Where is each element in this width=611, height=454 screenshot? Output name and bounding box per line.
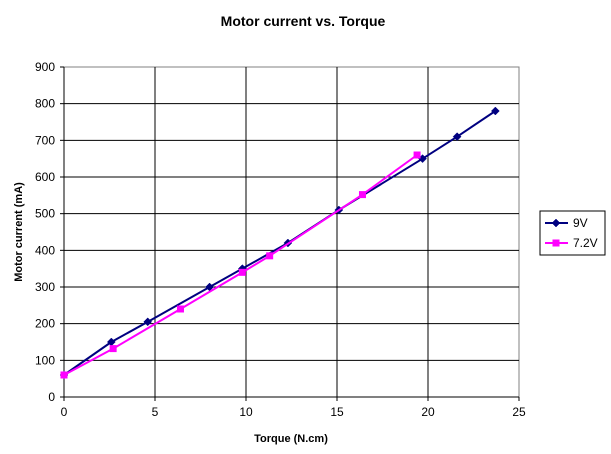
legend: 9V 7.2V xyxy=(539,210,606,256)
y-tick-label: 400 xyxy=(35,243,55,257)
series-line-0 xyxy=(63,110,496,376)
x-tick-label: 15 xyxy=(330,405,344,419)
tick-labels: 0 100 200 300 400 500 600 700 800 900 0 5 10 15 20 25 xyxy=(35,60,526,419)
data-point xyxy=(358,191,366,199)
data-point xyxy=(60,371,68,379)
x-tick-label: 20 xyxy=(421,405,435,419)
data-point xyxy=(413,151,421,159)
legend-marker xyxy=(552,239,560,247)
chart-title: Motor current vs. Torque xyxy=(221,13,386,29)
data-point xyxy=(238,268,246,276)
x-tick-label: 0 xyxy=(61,405,68,419)
data-point xyxy=(452,132,462,142)
y-tick-label: 200 xyxy=(35,317,55,331)
y-tick-label: 500 xyxy=(35,207,55,221)
plot-area xyxy=(63,66,520,398)
x-tick-label: 5 xyxy=(152,405,159,419)
gridlines xyxy=(60,66,520,401)
y-tick-label: 0 xyxy=(48,390,55,404)
data-point xyxy=(490,106,500,116)
data-point xyxy=(176,305,184,313)
x-tick-label: 10 xyxy=(239,405,253,419)
y-tick-label: 900 xyxy=(35,60,55,74)
y-tick-label: 300 xyxy=(35,280,55,294)
data-point xyxy=(109,345,117,353)
y-tick-label: 700 xyxy=(35,133,55,147)
y-axis-label: Motor current (mA) xyxy=(13,182,25,282)
legend-label: 9V xyxy=(573,216,588,230)
x-axis-label: Torque (N.cm) xyxy=(254,433,328,445)
series-lines xyxy=(59,106,500,380)
legend-label: 7.2V xyxy=(573,236,598,250)
legend-marker xyxy=(551,218,561,228)
y-tick-label: 800 xyxy=(35,97,55,111)
data-point xyxy=(266,252,274,260)
legend-box xyxy=(539,210,606,256)
x-tick-label: 25 xyxy=(512,405,526,419)
legend-entries: 9V 7.2V xyxy=(545,216,598,250)
y-tick-label: 600 xyxy=(35,170,55,184)
y-tick-label: 100 xyxy=(35,353,55,367)
data-point xyxy=(143,317,153,327)
